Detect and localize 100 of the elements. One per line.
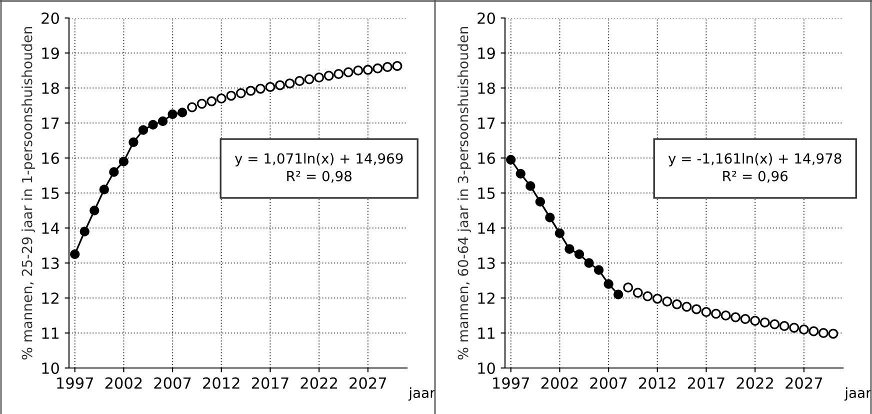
point xyxy=(334,69,344,79)
point xyxy=(265,82,276,92)
point xyxy=(304,74,314,84)
x-axis-title: jaar xyxy=(408,387,436,401)
y-axis-title: % mannen, 25-29 jaar in 1-persoonshuishouden xyxy=(22,26,35,360)
y-tick-label: 12 xyxy=(478,292,494,304)
y-tick-label: 11 xyxy=(478,328,495,339)
point xyxy=(362,64,373,75)
point xyxy=(516,168,526,179)
x-tick-label: 2012 xyxy=(203,377,240,389)
point xyxy=(672,299,682,310)
point xyxy=(90,206,100,216)
point xyxy=(99,184,110,194)
point xyxy=(148,120,158,130)
y-tick-label: 16 xyxy=(478,152,496,164)
point xyxy=(535,196,546,207)
y-tick-label: 20 xyxy=(42,12,59,24)
point xyxy=(246,86,256,96)
point xyxy=(760,318,770,328)
point xyxy=(506,154,516,165)
point xyxy=(216,94,226,104)
point xyxy=(584,258,594,268)
y-tick-label: 18 xyxy=(478,82,495,94)
y-tick-label: 13 xyxy=(42,257,59,270)
x-axis-title: jaar xyxy=(844,387,872,401)
point xyxy=(740,314,750,324)
point xyxy=(711,308,722,319)
point xyxy=(770,319,780,330)
y-tick-label: 11 xyxy=(42,328,59,339)
y-tick-label: 10 xyxy=(42,362,59,374)
y-tick-label: 19 xyxy=(42,47,59,60)
point xyxy=(80,226,90,236)
point xyxy=(353,66,364,76)
point xyxy=(314,72,324,82)
y-axis-title: % mannen, 60-64 jaar in 3-persoonshuishouden xyxy=(458,26,471,360)
x-tick-label: 2012 xyxy=(639,377,676,389)
annotation: y = 1,071ln(x) + 14,969 R² = 0,98 xyxy=(234,152,403,183)
point xyxy=(255,84,266,94)
point xyxy=(564,244,574,254)
x-tick-label: 1997 xyxy=(493,377,529,389)
point xyxy=(554,228,565,238)
point xyxy=(642,291,653,302)
y-tick-label: 14 xyxy=(42,222,60,234)
point xyxy=(652,294,662,304)
point xyxy=(284,78,295,88)
point xyxy=(828,328,838,339)
x-tick-label: 2017 xyxy=(252,377,288,389)
y-tick-label: 12 xyxy=(42,292,58,304)
x-tick-label: 2007 xyxy=(154,377,191,389)
x-tick-label: 2007 xyxy=(590,377,627,389)
point xyxy=(623,282,634,292)
y-tick-label: 20 xyxy=(478,12,495,24)
x-tick-label: 2022 xyxy=(736,377,773,389)
point xyxy=(632,288,643,298)
point xyxy=(720,310,731,320)
point xyxy=(177,108,188,118)
point xyxy=(750,316,760,326)
point xyxy=(109,167,119,177)
point xyxy=(798,324,809,334)
point xyxy=(730,312,741,322)
point xyxy=(779,321,790,331)
y-tick-label: 13 xyxy=(478,257,495,270)
point xyxy=(789,322,800,333)
point xyxy=(545,212,555,222)
y-tick-label: 14 xyxy=(478,222,496,234)
point xyxy=(662,296,672,306)
x-tick-label: 2022 xyxy=(300,377,337,389)
point xyxy=(206,96,217,106)
point xyxy=(526,181,536,191)
point xyxy=(275,80,286,90)
point xyxy=(294,76,305,86)
point xyxy=(682,302,692,312)
point xyxy=(196,98,207,109)
point xyxy=(343,67,354,78)
y-tick-label: 15 xyxy=(478,188,495,200)
point xyxy=(128,137,138,148)
point xyxy=(382,62,392,72)
y-tick-label: 19 xyxy=(478,47,495,60)
point xyxy=(594,265,604,275)
x-tick-label: 1997 xyxy=(57,377,93,389)
y-tick-label: 15 xyxy=(42,188,59,200)
point xyxy=(236,88,246,98)
annotation: y = -1,161ln(x) + 14,978 R² = 0,96 xyxy=(668,152,842,183)
point xyxy=(70,249,80,260)
point xyxy=(818,328,828,338)
y-tick-label: 17 xyxy=(42,118,59,129)
point xyxy=(604,279,614,289)
point xyxy=(187,102,198,112)
y-tick-label: 17 xyxy=(478,118,495,129)
y-tick-label: 10 xyxy=(478,362,495,374)
point xyxy=(118,156,129,166)
point xyxy=(691,304,702,314)
point xyxy=(158,116,168,126)
x-tick-label: 2017 xyxy=(688,377,724,389)
x-tick-label: 2027 xyxy=(350,377,386,389)
x-tick-label: 2027 xyxy=(786,377,822,389)
point xyxy=(138,125,148,135)
point xyxy=(808,326,819,336)
point xyxy=(372,63,383,74)
point xyxy=(392,60,402,71)
